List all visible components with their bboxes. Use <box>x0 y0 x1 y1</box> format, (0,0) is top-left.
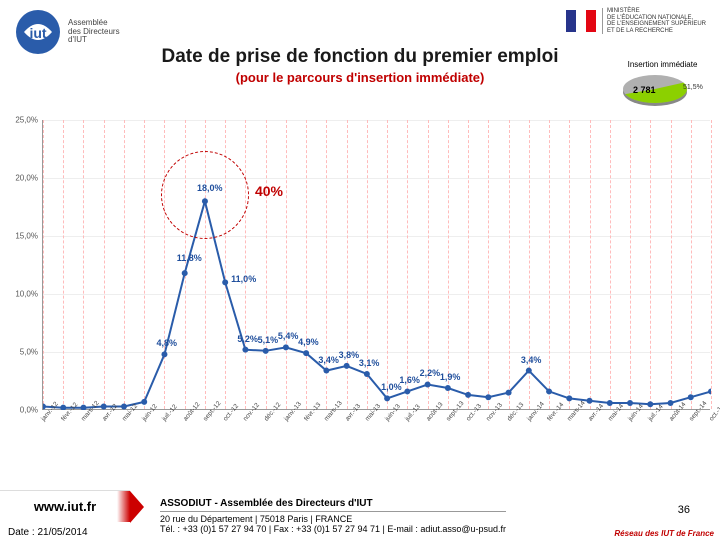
x-axis: janv.-12févr.-12mars-12avr.-12mai-12juin… <box>42 412 710 450</box>
y-tick: 5,0% <box>20 348 38 357</box>
ministry-text: MINISTÈRE DE L'ÉDUCATION NATIONALE, DE L… <box>602 8 706 34</box>
footer-addr: 20 rue du Département | 75018 Paris | FR… <box>160 514 506 524</box>
logo-left: iut Assemblée des Directeurs d'IUT <box>14 8 120 56</box>
svg-text:51,5%: 51,5% <box>683 84 703 91</box>
y-tick: 20,0% <box>15 174 38 183</box>
footer-org: ASSODIUT - Assemblée des Directeurs d'IU… <box>160 498 506 512</box>
logo-line3: d'IUT <box>68 36 120 45</box>
y-tick: 0,0% <box>20 406 38 415</box>
logo-right: MINISTÈRE DE L'ÉDUCATION NATIONALE, DE L… <box>566 8 706 34</box>
footer-date: Date : 21/05/2014 <box>8 527 88 538</box>
value-annotation: 3,4% <box>318 355 339 365</box>
value-annotation: 5,1% <box>258 335 279 345</box>
iut-logo-icon: iut <box>14 8 62 56</box>
value-annotation: 11,0% <box>231 274 256 284</box>
value-annotation: 11,8% <box>177 253 202 263</box>
page-number: 36 <box>678 504 690 516</box>
footer-url: www.iut.fr <box>0 490 130 522</box>
min-l3: DE L'ENSEIGNEMENT SUPÉRIEUR <box>607 21 706 28</box>
svg-text:2 781: 2 781 <box>633 85 656 95</box>
reseau-text: Réseau des IUT de France <box>614 529 714 538</box>
plot-area: 40% 4,8% 11,8% 18,0% 11,0% 5,2%5,1%5,4%4,9% 3,… <box>42 120 710 410</box>
value-annotation: 5,4% <box>278 331 299 341</box>
highlight-circle <box>161 151 249 239</box>
inset-pie-icon: 2 781 51,5% <box>615 71 710 107</box>
value-annotation: 1,6% <box>399 375 420 385</box>
value-annotation: 4,8% <box>156 338 177 348</box>
value-annotation: 3,4% <box>521 355 542 365</box>
y-tick: 10,0% <box>15 290 38 299</box>
svg-text:iut: iut <box>29 25 46 41</box>
value-annotation: 3,8% <box>339 350 360 360</box>
page-subtitle: (pour le parcours d'insertion immédiate) <box>0 70 720 85</box>
logo-text: Assemblée des Directeurs d'IUT <box>68 19 120 45</box>
value-annotation: 2,2% <box>420 368 441 378</box>
v-gridline <box>711 120 712 409</box>
y-axis: 0,0%5,0%10,0%15,0%20,0%25,0% <box>10 120 42 410</box>
min-l1: MINISTÈRE <box>607 8 706 15</box>
min-l4: ET DE LA RECHERCHE <box>607 28 706 35</box>
footer: www.iut.fr Date : 21/05/2014 ASSODIUT - … <box>0 480 720 540</box>
footer-contact: Tél. : +33 (0)1 57 27 94 70 | Fax : +33 … <box>160 524 506 534</box>
inset-chart: Insertion immédiate 2 781 51,5% <box>615 60 710 112</box>
line-chart: 0,0%5,0%10,0%15,0%20,0%25,0% 40%4,8%11,8… <box>10 120 710 450</box>
y-tick: 15,0% <box>15 232 38 241</box>
footer-mid: ASSODIUT - Assemblée des Directeurs d'IU… <box>160 498 506 534</box>
marianne-icon <box>566 10 596 32</box>
y-tick: 25,0% <box>15 116 38 125</box>
value-annotation: 4,9% <box>298 337 319 347</box>
inset-title: Insertion immédiate <box>615 60 710 69</box>
value-annotation: 5,2% <box>237 334 258 344</box>
highlight-label: 40% <box>255 183 283 199</box>
value-annotation: 18,0% <box>197 183 223 193</box>
value-annotation: 1,9% <box>440 372 461 382</box>
value-annotation: 3,1% <box>359 358 380 368</box>
